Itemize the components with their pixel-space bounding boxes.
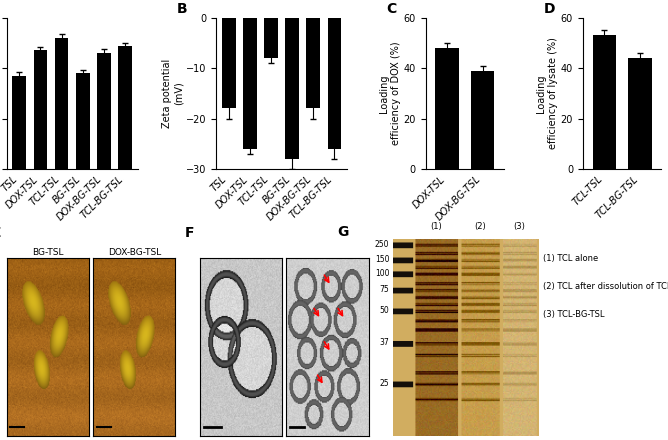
Y-axis label: Loading
efficiency of DOX (%): Loading efficiency of DOX (%): [379, 41, 401, 145]
Text: 150: 150: [375, 255, 389, 264]
Text: 25: 25: [380, 379, 389, 388]
Text: 75: 75: [379, 285, 389, 294]
Bar: [265, 18, 278, 58]
Title: DOX-BG-TSL: DOX-BG-TSL: [108, 248, 161, 257]
Bar: [97, 53, 111, 169]
Text: G: G: [337, 225, 349, 239]
Text: (3): (3): [513, 222, 525, 231]
Text: 250: 250: [375, 240, 389, 249]
Title: BG-TSL: BG-TSL: [32, 248, 63, 257]
Text: B: B: [177, 3, 188, 16]
Bar: [118, 46, 132, 169]
Bar: [593, 35, 616, 169]
Bar: [307, 18, 320, 109]
Bar: [76, 73, 90, 169]
Bar: [243, 18, 257, 149]
Text: (1) TCL alone: (1) TCL alone: [543, 254, 598, 264]
Bar: [33, 50, 47, 169]
Text: 37: 37: [379, 338, 389, 348]
Y-axis label: Zeta potential
(mV): Zeta potential (mV): [162, 59, 183, 128]
Text: E: E: [0, 226, 1, 240]
Bar: [327, 18, 341, 149]
Bar: [13, 76, 26, 169]
Bar: [55, 38, 68, 169]
Text: (2): (2): [474, 222, 486, 231]
Bar: [436, 48, 459, 169]
Text: 50: 50: [379, 306, 389, 315]
Bar: [285, 18, 299, 159]
Bar: [471, 70, 494, 169]
Bar: [629, 58, 651, 169]
Text: 100: 100: [375, 269, 389, 278]
Text: (1): (1): [430, 222, 442, 231]
Text: F: F: [185, 226, 194, 240]
Text: (2) TCL after dissolution of TCL-BG-TSL: (2) TCL after dissolution of TCL-BG-TSL: [543, 282, 668, 291]
Text: D: D: [544, 3, 555, 16]
Bar: [222, 18, 236, 109]
Text: C: C: [386, 3, 397, 16]
Text: (3) TCL-BG-TSL: (3) TCL-BG-TSL: [543, 310, 605, 319]
Y-axis label: Loading
efficiency of lysate (%): Loading efficiency of lysate (%): [536, 37, 558, 149]
